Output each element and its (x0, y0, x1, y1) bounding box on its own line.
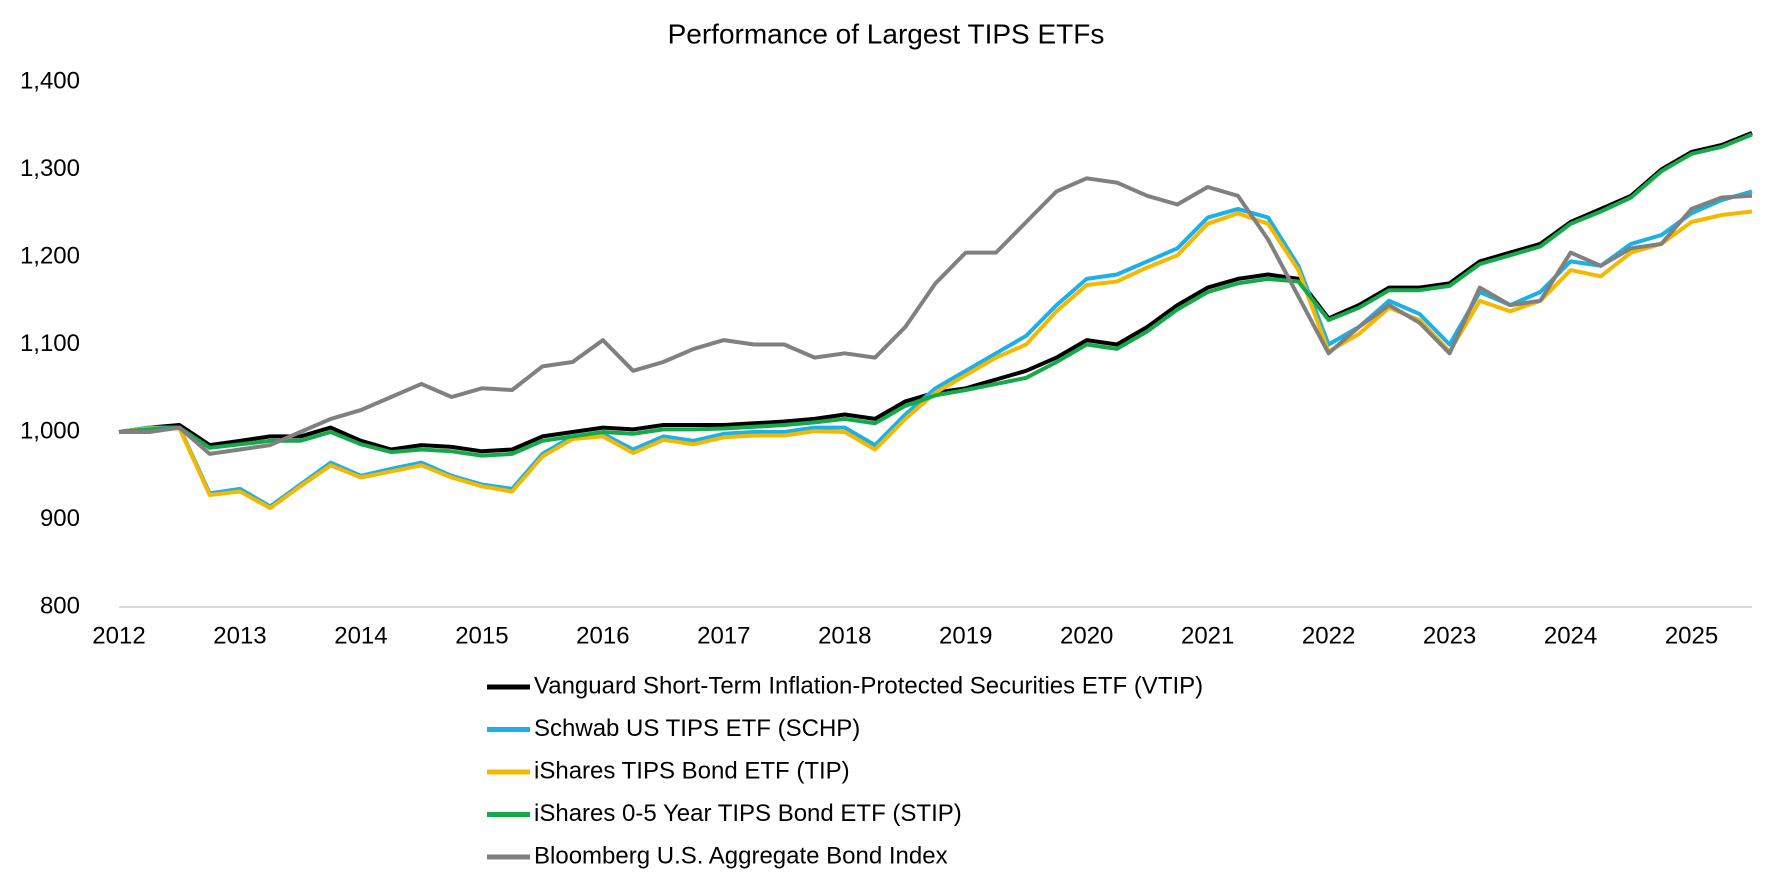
legend-label: iShares TIPS Bond ETF (TIP) (534, 757, 850, 784)
x-tick-label: 2015 (455, 622, 508, 649)
series-line (118, 130, 1753, 454)
series-line (118, 209, 1753, 511)
series-line (118, 132, 1753, 458)
series-line (118, 189, 1753, 509)
x-tick-label: 2025 (1665, 622, 1718, 649)
series-line (119, 176, 1753, 456)
x-tick-label: 2019 (939, 622, 992, 649)
y-tick-label: 1,400 (20, 67, 80, 94)
y-tick-label: 800 (40, 592, 80, 619)
y-tick-label: 1,200 (20, 242, 80, 269)
x-tick-label: 2024 (1544, 622, 1597, 649)
x-tick-label: 2013 (213, 622, 266, 649)
legend-label: Bloomberg U.S. Aggregate Bond Index (534, 842, 948, 869)
y-tick-label: 1,000 (20, 417, 80, 444)
x-tick-label: 2022 (1302, 622, 1355, 649)
y-tick-label: 900 (40, 505, 80, 532)
x-tick-label: 2017 (697, 622, 750, 649)
y-tick-label: 1,100 (20, 330, 80, 357)
legend-label: Schwab US TIPS ETF (SCHP) (534, 715, 860, 742)
x-tick-label: 2014 (334, 622, 387, 649)
x-tick-label: 2021 (1181, 622, 1234, 649)
x-tick-label: 2018 (818, 622, 871, 649)
y-tick-label: 1,300 (20, 155, 80, 182)
x-tick-label: 2023 (1423, 622, 1476, 649)
legend-label: iShares 0-5 Year TIPS Bond ETF (STIP) (534, 800, 962, 827)
chart-title: Performance of Largest TIPS ETFs (668, 18, 1105, 49)
legend-label: Vanguard Short-Term Inflation-Protected … (534, 672, 1203, 699)
x-tick-label: 2012 (92, 622, 145, 649)
x-tick-label: 2020 (1060, 622, 1113, 649)
x-tick-label: 2016 (576, 622, 629, 649)
